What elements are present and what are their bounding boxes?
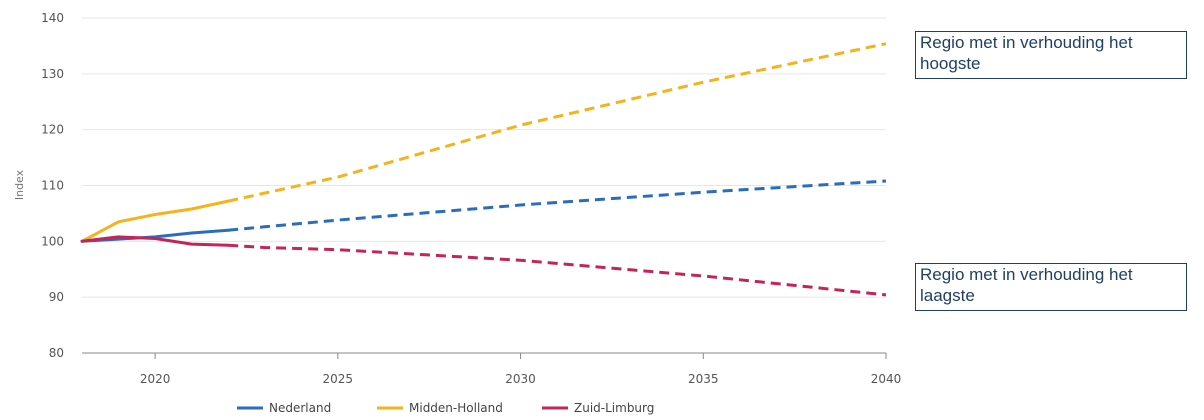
legend-label-2: Zuid-Limburg — [574, 401, 654, 415]
annotation-highest-region: Regio met in verhouding het hoogste — [915, 31, 1187, 79]
series-line-projected-2 — [228, 243, 887, 297]
series-line-projected-0 — [228, 179, 887, 232]
y-axis-ticks: 80 90 100 110 120 130 140 — [41, 11, 64, 360]
y-tick-label: 120 — [41, 123, 64, 137]
x-tick-label: 2040 — [871, 372, 902, 386]
legend-label-0: Nederland — [269, 401, 331, 415]
y-tick-label: 110 — [41, 179, 64, 193]
legend-label-1: Midden-Holland — [409, 401, 503, 415]
y-axis-title: Index — [13, 169, 26, 200]
y-tick-label: 90 — [49, 290, 64, 304]
y-tick-label: 130 — [41, 67, 64, 81]
y-tick-label: 80 — [49, 346, 64, 360]
series-line-observed-1 — [80, 199, 230, 243]
legend: Nederland Midden-Holland Zuid-Limburg — [237, 401, 654, 415]
gridlines — [82, 17, 886, 298]
y-tick-label: 140 — [41, 11, 64, 25]
y-tick-label: 100 — [41, 234, 64, 248]
series-lines — [80, 42, 887, 297]
x-tick-label: 2035 — [688, 372, 719, 386]
series-line-observed-2 — [80, 235, 230, 247]
annotation-lowest-region: Regio met in verhouding het laagste — [915, 263, 1187, 311]
x-tick-label: 2020 — [140, 372, 171, 386]
x-tick-label: 2030 — [505, 372, 536, 386]
series-line-projected-1 — [227, 42, 887, 203]
x-axis: 2020 2025 2030 2035 2040 — [82, 352, 902, 386]
x-tick-label: 2025 — [323, 372, 354, 386]
